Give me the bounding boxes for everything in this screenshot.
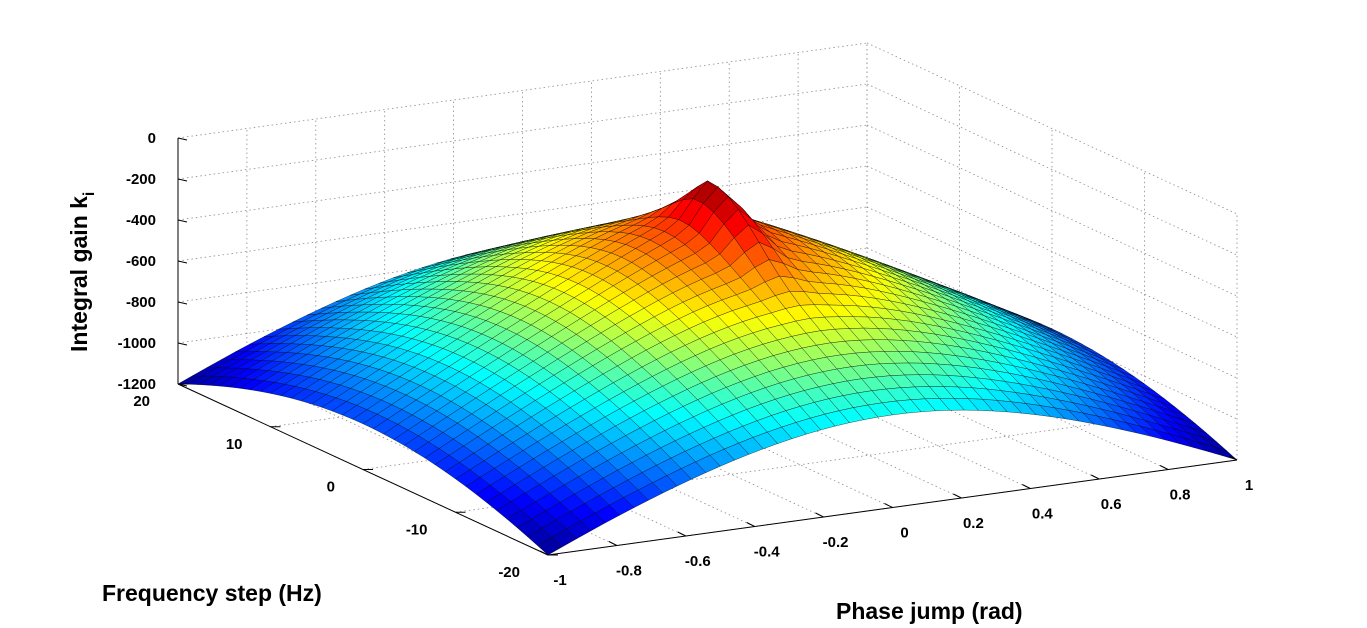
x-tick-mark (815, 512, 824, 518)
z-tick-label: -200 (126, 171, 156, 188)
side-grid-z (866, 124, 1238, 297)
z-tick-mark (177, 137, 188, 141)
z-axis-title: Integral gain ki (66, 192, 98, 352)
z-tick-label: -600 (126, 253, 156, 270)
x-tick-mark (677, 531, 687, 537)
z-tick-mark (177, 219, 188, 223)
back-grid-z (177, 42, 868, 139)
back-grid-z (177, 165, 868, 262)
z-axis-title-text: Integral gain k (66, 196, 92, 352)
z-tick-label: -400 (126, 212, 156, 229)
side-grid-z (866, 206, 1238, 379)
x-tick-mark (1228, 455, 1238, 461)
y-axis-ticks: -20 -10 0 10 20 (133, 383, 558, 581)
x-tick-label: -0.4 (754, 544, 781, 561)
z-axis-ticks: 0 -200 -400 -600 -800 -1000 -1200 (118, 130, 188, 393)
x-tick-label: 0 (900, 525, 908, 542)
side-grid-z (866, 42, 1238, 215)
z-tick-mark (177, 260, 188, 264)
y-tick-label: 20 (133, 393, 150, 410)
x-tick-mark (884, 503, 893, 508)
z-tick-mark (177, 301, 188, 305)
x-tick-mark (1090, 474, 1100, 480)
x-tick-mark (746, 522, 755, 527)
z-tick-mark (177, 342, 188, 346)
z-tick-label: -1200 (118, 376, 156, 393)
x-axis-title: Phase jump (rad) (836, 598, 1023, 624)
y-tick-label: -10 (406, 521, 428, 538)
x-tick-label: 0.4 (1032, 506, 1054, 523)
x-tick-mark (1022, 484, 1031, 489)
y-tick-label: 10 (226, 436, 243, 453)
x-tick-label: 1 (1245, 477, 1253, 494)
z-tick-label: -1000 (118, 335, 156, 352)
back-grid-z (177, 124, 868, 221)
x-tick-mark (953, 493, 962, 499)
surface-mesh (177, 180, 1238, 556)
z-tick-label: -800 (126, 294, 156, 311)
x-tick-label: -1 (553, 572, 566, 589)
floor-grid-y (455, 416, 1145, 513)
x-tick-label: -0.6 (685, 553, 711, 570)
x-tick-mark (608, 541, 618, 546)
x-axis-ticks: -1 -0.8 -0.6 -0.4 -0.2 0 0.2 0.4 0.6 0.8 1 (539, 455, 1253, 589)
back-grid-z (177, 83, 868, 180)
x-tick-label: -0.8 (616, 563, 642, 580)
x-tick-label: 0.8 (1170, 487, 1191, 504)
x-tick-label: 0.2 (963, 515, 984, 532)
y-tick-label: 0 (327, 479, 335, 496)
y-tick-label: -20 (498, 564, 520, 581)
x-tick-mark (1159, 465, 1169, 470)
z-axis-title-subscript: i (81, 192, 98, 196)
x-tick-label: 0.6 (1101, 496, 1122, 513)
side-grid-z (866, 165, 1238, 338)
z-tick-label: 0 (148, 130, 156, 147)
z-tick-mark (177, 178, 188, 182)
y-axis-title: Frequency step (Hz) (102, 580, 322, 606)
x-tick-label: -0.2 (823, 534, 849, 551)
side-grid-z (866, 83, 1238, 256)
x-tick-mark (539, 550, 549, 556)
